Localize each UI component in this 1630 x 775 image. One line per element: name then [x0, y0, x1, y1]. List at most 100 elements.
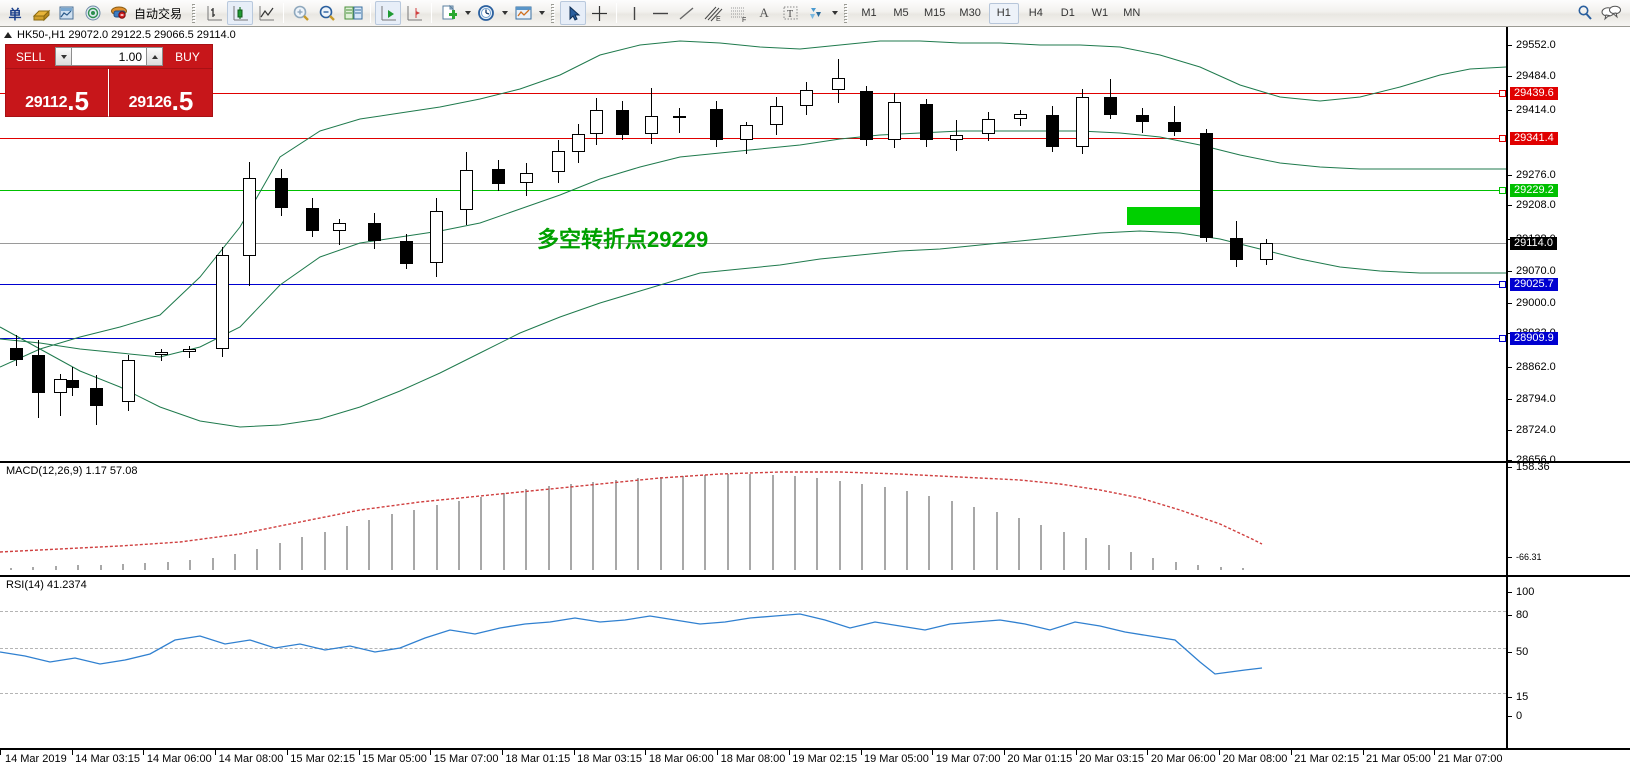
expand-triangle-icon[interactable] — [4, 32, 12, 38]
candlestick — [400, 233, 413, 269]
zoom-out-icon[interactable] — [314, 1, 340, 25]
buy-button[interactable]: BUY — [163, 44, 213, 69]
gold-bars-icon[interactable] — [28, 1, 54, 25]
toolbar-grip[interactable] — [191, 3, 199, 23]
line-chart-icon[interactable] — [253, 1, 279, 25]
expert-advisor-icon[interactable] — [106, 1, 132, 25]
price-tick: 29552.0 — [1508, 40, 1556, 51]
text-box-icon[interactable]: T — [777, 1, 803, 25]
timeframe-m30[interactable]: M30 — [959, 7, 981, 19]
pivot-handle[interactable] — [1499, 187, 1506, 194]
time-tick-label: 18 Mar 08:00 — [720, 753, 786, 765]
pivot-line[interactable] — [0, 190, 1506, 191]
timeframe-h1[interactable]: H1 — [988, 2, 1019, 24]
toolbar-divider-4 — [616, 3, 618, 23]
svg-text:E: E — [716, 16, 721, 23]
macd-histogram-bar — [659, 476, 662, 570]
time-tick-mark — [215, 750, 217, 755]
rsi-scale-100: 100 — [1508, 587, 1534, 598]
new-order-icon[interactable]: 单 — [8, 6, 22, 22]
candlestick — [32, 339, 45, 419]
indicators-dropdown-icon[interactable] — [536, 1, 547, 25]
support-handle-1[interactable] — [1499, 281, 1506, 288]
macd-histogram-bar — [906, 491, 908, 570]
indicators-icon[interactable] — [510, 1, 536, 25]
auto-trading-label[interactable]: 自动交易 — [134, 6, 183, 21]
macd-histogram-bar — [77, 565, 80, 570]
sell-button[interactable]: SELL — [5, 44, 55, 69]
bar-chart-icon[interactable] — [201, 1, 227, 25]
macd-histogram-bar — [726, 474, 729, 570]
period-separator-icon[interactable] — [473, 1, 499, 25]
period-dropdown-icon[interactable] — [499, 1, 510, 25]
pivot-highlight-box[interactable] — [1127, 207, 1203, 225]
fibonacci-icon[interactable]: F — [725, 1, 751, 25]
time-tick-label: 15 Mar 07:00 — [433, 753, 499, 765]
search-icon[interactable] — [1572, 1, 1598, 25]
volume-input[interactable]: 1.00 — [72, 47, 146, 66]
text-label-icon[interactable]: A — [759, 5, 769, 20]
toolbar-grip-2[interactable] — [550, 3, 558, 23]
support-handle-2[interactable] — [1499, 335, 1506, 342]
time-tick-label: 21 Mar 05:00 — [1366, 753, 1431, 765]
resistance-line-1[interactable] — [0, 93, 1506, 94]
time-axis[interactable]: 14 Mar 2019 14 Mar 03:15 14 Mar 06:00 14 Ma… — [0, 748, 1630, 775]
price-pane[interactable]: 多空转折点29229 — [0, 27, 1506, 461]
new-template-icon[interactable] — [436, 1, 462, 25]
candlestick — [920, 99, 933, 147]
volume-control[interactable]: 1.00 — [55, 44, 163, 69]
candlestick — [1046, 105, 1059, 153]
zoom-in-icon[interactable] — [288, 1, 314, 25]
pane-divider-rsi[interactable] — [0, 575, 1630, 577]
candlestick — [1168, 105, 1181, 137]
rsi-pane[interactable]: RSI(14) 41.2374 — [0, 578, 1506, 748]
resistance-line-2[interactable] — [0, 138, 1506, 139]
timeframe-mn[interactable]: MN — [1123, 7, 1141, 19]
shapes-icon[interactable] — [803, 1, 829, 25]
timeframe-m5[interactable]: M5 — [893, 7, 909, 19]
volume-decrease-button[interactable] — [55, 47, 72, 66]
shapes-dropdown-icon[interactable] — [829, 1, 840, 25]
macd-histogram-bar — [592, 481, 595, 570]
auto-scroll-icon[interactable] — [375, 1, 402, 25]
one-click-trading-panel[interactable]: SELL 1.00 BUY 29112 .5 29126 .5 — [5, 44, 213, 117]
crosshair-icon[interactable] — [586, 1, 612, 25]
volume-increase-button[interactable] — [146, 47, 163, 66]
equidistant-channel-icon[interactable]: E — [699, 1, 725, 25]
rsi-scale-80: 80 — [1508, 610, 1528, 621]
price-axis[interactable]: 29552.0 29484.0 29414.0 29276.0 29208.0 … — [1506, 27, 1630, 748]
sell-price-cell[interactable]: 29112 .5 — [5, 69, 109, 117]
price-tick: 29070.0 — [1508, 266, 1556, 277]
trendline-icon[interactable] — [673, 1, 699, 25]
toolbar-grip-3[interactable] — [843, 3, 851, 23]
vertical-line-icon[interactable] — [621, 1, 647, 25]
support-line-2[interactable] — [0, 338, 1506, 339]
candlestick — [243, 162, 256, 287]
pointer-icon[interactable] — [560, 1, 587, 25]
pane-divider-macd[interactable] — [0, 461, 1630, 463]
chat-icon[interactable] — [1598, 1, 1624, 25]
chart-shift-icon[interactable] — [401, 1, 427, 25]
resistance-handle-2[interactable] — [1499, 135, 1506, 142]
chart-area[interactable]: 29552.0 29484.0 29414.0 29276.0 29208.0 … — [0, 27, 1630, 775]
new-template-dropdown-icon[interactable] — [462, 1, 473, 25]
timeframe-h4[interactable]: H4 — [1028, 7, 1043, 19]
macd-histogram-bar — [749, 474, 752, 570]
chart-annotation[interactable]: 多空转折点29229 — [537, 227, 709, 252]
macd-pane[interactable]: MACD(12,26,9) 1.17 57.08 — [0, 464, 1506, 575]
candlestick-chart-icon[interactable] — [227, 1, 254, 25]
buy-price-cell[interactable]: 29126 .5 — [109, 69, 213, 117]
timeframe-m15[interactable]: M15 — [924, 7, 946, 19]
price-tick: 29484.0 — [1508, 71, 1556, 82]
support-line-1[interactable] — [0, 284, 1506, 285]
rsi-scale-15: 15 — [1508, 692, 1528, 703]
market-watch-icon[interactable] — [54, 1, 80, 25]
timeframe-w1[interactable]: W1 — [1091, 7, 1109, 19]
horizontal-line-icon[interactable] — [647, 1, 673, 25]
signal-radar-icon[interactable] — [80, 1, 106, 25]
time-tick-label: 21 Mar 07:00 — [1437, 753, 1503, 765]
tile-windows-icon[interactable] — [340, 1, 366, 25]
timeframe-d1[interactable]: D1 — [1060, 7, 1075, 19]
resistance-handle-1[interactable] — [1499, 90, 1506, 97]
timeframe-m1[interactable]: M1 — [861, 7, 877, 19]
